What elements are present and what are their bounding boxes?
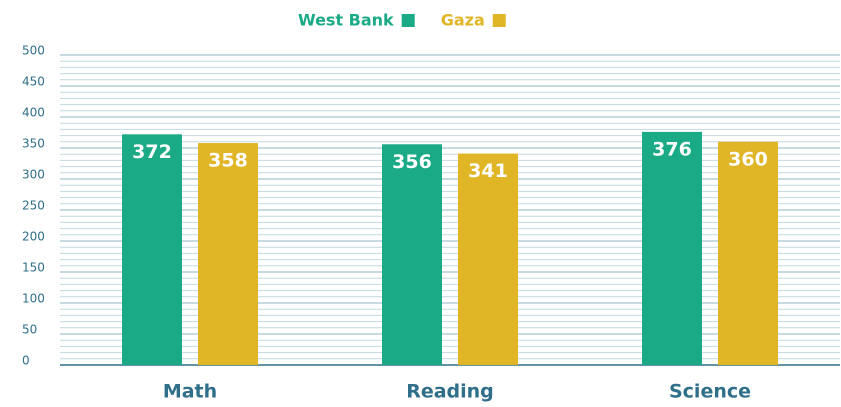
- y-tick-label: 500: [22, 44, 45, 58]
- y-tick-label: 0: [22, 354, 30, 368]
- data-label: 372: [132, 141, 172, 163]
- data-label: 360: [728, 148, 768, 170]
- legend-label: West Bank: [298, 11, 394, 30]
- bar: [198, 143, 258, 365]
- data-label: 341: [468, 160, 508, 182]
- legend-label: Gaza: [441, 11, 485, 30]
- x-tick-label: Science: [669, 381, 751, 403]
- bar: [382, 144, 442, 365]
- x-tick-label: Reading: [406, 381, 494, 403]
- y-tick-label: 100: [22, 292, 45, 306]
- y-tick-label: 250: [22, 199, 45, 213]
- data-label: 376: [652, 138, 692, 160]
- x-tick-label: Math: [163, 381, 217, 403]
- y-tick-label: 50: [22, 323, 37, 337]
- y-tick-label: 200: [22, 230, 45, 244]
- y-tick-label: 400: [22, 106, 45, 120]
- bar: [642, 131, 702, 365]
- y-tick-label: 300: [22, 168, 45, 182]
- legend-swatch: [401, 14, 415, 27]
- bar: [122, 134, 182, 365]
- legend-swatch: [492, 14, 506, 27]
- data-label: 358: [208, 150, 248, 172]
- data-label: 356: [392, 151, 432, 173]
- y-tick-label: 150: [22, 261, 45, 275]
- bar: [458, 153, 518, 365]
- y-tick-label: 450: [22, 75, 45, 89]
- bar: [718, 141, 778, 365]
- y-tick-label: 350: [22, 137, 45, 151]
